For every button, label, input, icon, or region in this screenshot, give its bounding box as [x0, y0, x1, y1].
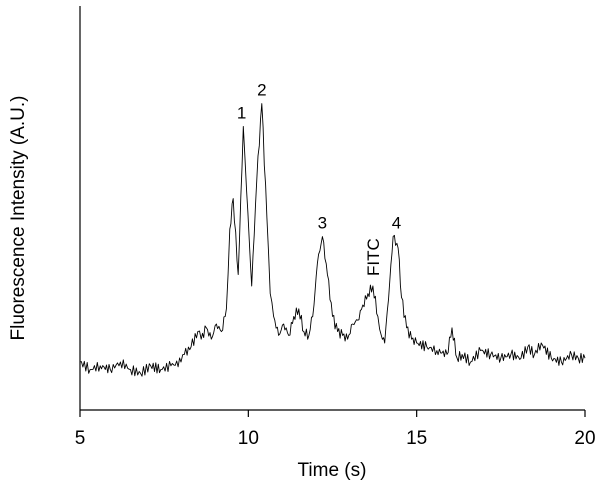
peak-label: 1: [237, 103, 246, 122]
x-tick-label: 20: [574, 428, 595, 449]
peak-label: FITC: [364, 238, 383, 276]
x-tick-labels: 5 10 15 20: [75, 428, 596, 449]
fluorescence-trace: [79, 103, 586, 377]
peak-label: 2: [257, 81, 266, 100]
peak-label: 3: [318, 214, 327, 233]
peak-label: 4: [392, 214, 401, 233]
x-tick-label: 10: [238, 428, 259, 449]
y-axis-title: Fluorescence Intensity (A.U.): [8, 96, 29, 341]
x-tick-label: 5: [75, 428, 86, 449]
x-ticks: [79, 410, 586, 417]
x-tick-label: 15: [406, 428, 427, 449]
peak-annotations: 12 3 FITC 4: [237, 81, 401, 276]
x-axis-title: Time (s): [298, 460, 367, 481]
